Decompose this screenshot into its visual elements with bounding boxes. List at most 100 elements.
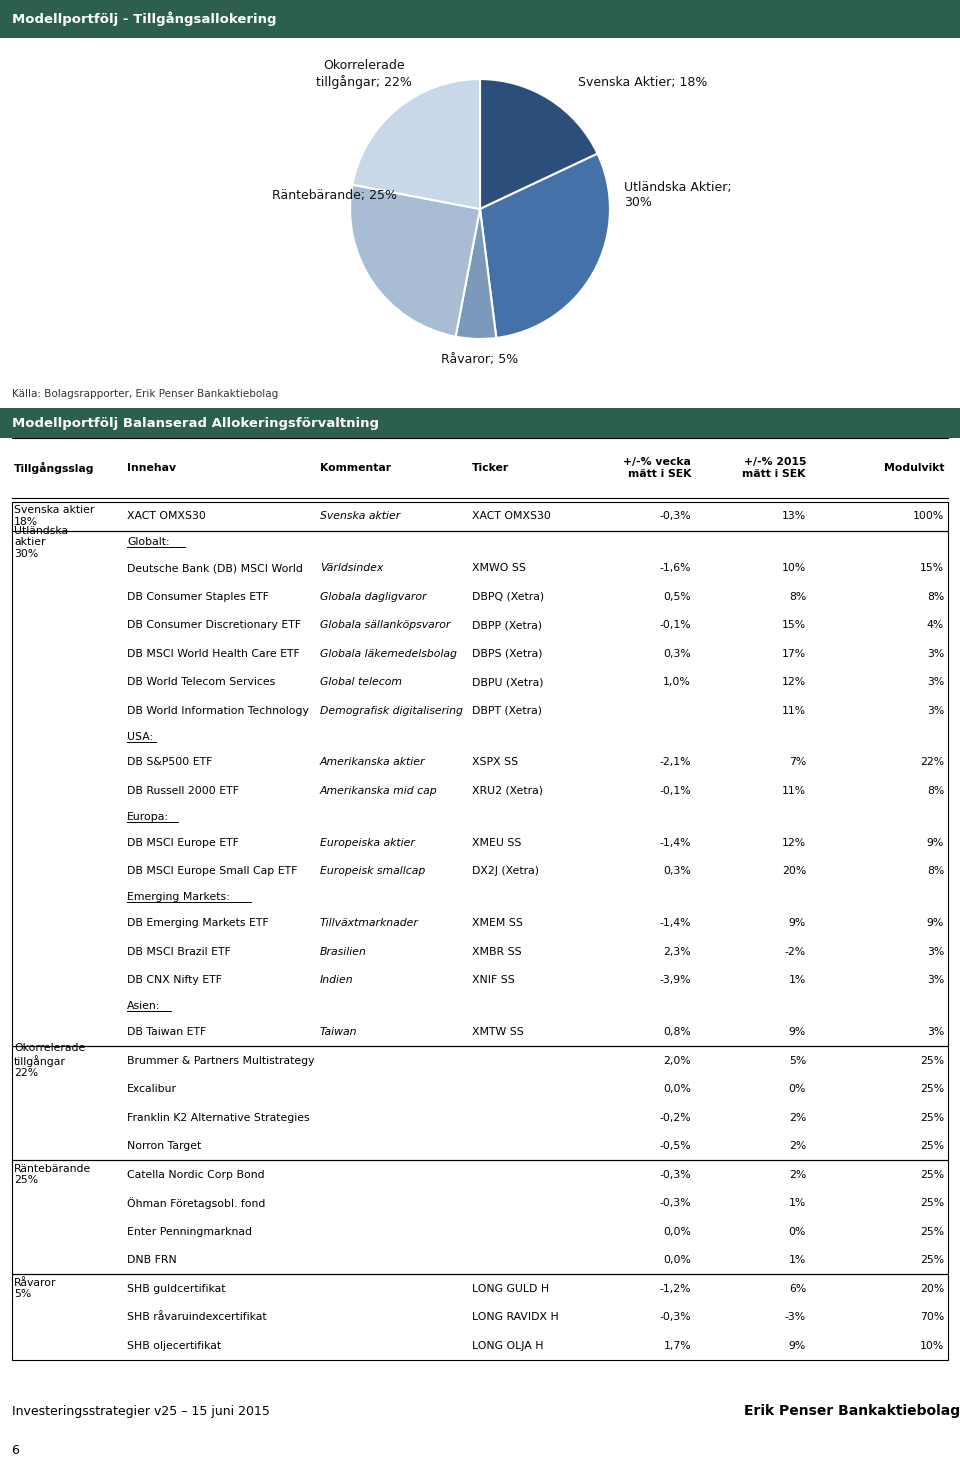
Text: 25%: 25%: [920, 1170, 944, 1180]
Text: XMBR SS: XMBR SS: [472, 947, 521, 957]
Text: XMTW SS: XMTW SS: [472, 1027, 524, 1037]
Text: -3,9%: -3,9%: [660, 975, 691, 985]
Text: DB Consumer Staples ETF: DB Consumer Staples ETF: [127, 592, 269, 601]
Text: Modellportfölj - Tillgångsallokering: Modellportfölj - Tillgångsallokering: [12, 12, 276, 27]
Text: -3%: -3%: [785, 1312, 806, 1323]
Text: 25%: 25%: [920, 1056, 944, 1065]
Text: 11%: 11%: [781, 706, 806, 716]
Text: Amerikanska mid cap: Amerikanska mid cap: [320, 787, 438, 795]
Text: Global telecom: Global telecom: [320, 678, 402, 686]
Text: -1,4%: -1,4%: [660, 838, 691, 848]
Text: 25%: 25%: [920, 1142, 944, 1150]
Text: Franklin K2 Alternative Strategies: Franklin K2 Alternative Strategies: [127, 1112, 310, 1122]
Wedge shape: [456, 209, 496, 339]
Text: 100%: 100%: [913, 511, 944, 521]
Bar: [12, 1274, 948, 1360]
Text: Investeringsstrategier v25 – 15 juni 2015: Investeringsstrategier v25 – 15 juni 201…: [12, 1405, 270, 1417]
Text: Demografisk digitalisering: Demografisk digitalisering: [320, 706, 463, 716]
Text: 2,3%: 2,3%: [663, 947, 691, 957]
Text: 0%: 0%: [788, 1227, 806, 1237]
Text: 3%: 3%: [926, 706, 944, 716]
Text: XMEU SS: XMEU SS: [472, 838, 521, 848]
Text: Svenska Aktier; 18%: Svenska Aktier; 18%: [579, 75, 708, 88]
Text: Tillväxtmarknader: Tillväxtmarknader: [320, 918, 419, 928]
Text: 8%: 8%: [926, 592, 944, 601]
Text: XACT OMXS30: XACT OMXS30: [472, 511, 551, 521]
Text: 0,8%: 0,8%: [663, 1027, 691, 1037]
Text: Utländska
aktier
30%: Utländska aktier 30%: [14, 526, 68, 558]
Bar: [12, 1046, 948, 1161]
Text: 3%: 3%: [926, 1027, 944, 1037]
Text: 25%: 25%: [920, 1084, 944, 1094]
Text: Innehav: Innehav: [127, 463, 176, 473]
Text: DB Taiwan ETF: DB Taiwan ETF: [127, 1027, 206, 1037]
Text: -0,1%: -0,1%: [660, 787, 691, 795]
Text: 15%: 15%: [920, 563, 944, 573]
Text: DB Consumer Discretionary ETF: DB Consumer Discretionary ETF: [127, 620, 301, 630]
Text: +/-% 2015
mätt i SEK: +/-% 2015 mätt i SEK: [742, 457, 806, 479]
Text: Räntebärande; 25%: Räntebärande; 25%: [272, 189, 397, 202]
Text: DB Emerging Markets ETF: DB Emerging Markets ETF: [127, 918, 269, 928]
Text: 12%: 12%: [781, 678, 806, 686]
Text: Globala dagligvaror: Globala dagligvaror: [320, 592, 426, 601]
Text: 9%: 9%: [789, 918, 806, 928]
Text: DB MSCI Europe ETF: DB MSCI Europe ETF: [127, 838, 239, 848]
Text: DBPT (Xetra): DBPT (Xetra): [472, 706, 542, 716]
Text: 8%: 8%: [789, 592, 806, 601]
Wedge shape: [480, 80, 597, 209]
Text: XNIF SS: XNIF SS: [472, 975, 515, 985]
Text: Excalibur: Excalibur: [127, 1084, 177, 1094]
Text: Svenska aktier: Svenska aktier: [320, 511, 400, 521]
Text: 1%: 1%: [789, 975, 806, 985]
Text: Brasilien: Brasilien: [320, 947, 367, 957]
Text: 8%: 8%: [926, 866, 944, 876]
Text: Europeisk smallcap: Europeisk smallcap: [320, 866, 425, 876]
Text: Råvaror
5%: Råvaror 5%: [14, 1277, 57, 1299]
Text: DBPU (Xetra): DBPU (Xetra): [472, 678, 543, 686]
Text: Modellportfölj Balanserad Allokeringsförvaltning: Modellportfölj Balanserad Allokeringsför…: [12, 417, 378, 430]
Text: XMWO SS: XMWO SS: [472, 563, 526, 573]
Text: SHB guldcertifikat: SHB guldcertifikat: [127, 1283, 226, 1293]
Text: -2,1%: -2,1%: [660, 757, 691, 767]
Text: Asien:: Asien:: [127, 1002, 160, 1010]
Text: DBPP (Xetra): DBPP (Xetra): [472, 620, 542, 630]
Text: LONG OLJA H: LONG OLJA H: [472, 1340, 543, 1351]
Text: 3%: 3%: [926, 648, 944, 658]
Text: DB Russell 2000 ETF: DB Russell 2000 ETF: [127, 787, 239, 795]
Text: DB CNX Nifty ETF: DB CNX Nifty ETF: [127, 975, 222, 985]
Text: -0,3%: -0,3%: [660, 1170, 691, 1180]
Text: Världsindex: Världsindex: [320, 563, 383, 573]
Text: XSPX SS: XSPX SS: [472, 757, 518, 767]
Text: SHB råvaruindexcertifikat: SHB råvaruindexcertifikat: [127, 1312, 267, 1323]
Text: XRU2 (Xetra): XRU2 (Xetra): [472, 787, 543, 795]
Text: 1%: 1%: [789, 1255, 806, 1265]
Text: 20%: 20%: [920, 1283, 944, 1293]
Text: 13%: 13%: [781, 511, 806, 521]
Text: 12%: 12%: [781, 838, 806, 848]
Text: 9%: 9%: [926, 918, 944, 928]
Wedge shape: [350, 184, 480, 337]
Text: 2%: 2%: [789, 1170, 806, 1180]
Text: 6%: 6%: [789, 1283, 806, 1293]
Text: 3%: 3%: [926, 975, 944, 985]
Text: 2,0%: 2,0%: [663, 1056, 691, 1065]
Text: 0,3%: 0,3%: [663, 648, 691, 658]
Text: XMEM SS: XMEM SS: [472, 918, 523, 928]
Text: Norron Target: Norron Target: [127, 1142, 202, 1150]
Wedge shape: [352, 80, 480, 209]
Text: Indien: Indien: [320, 975, 353, 985]
FancyBboxPatch shape: [0, 0, 960, 38]
Text: 9%: 9%: [789, 1340, 806, 1351]
Text: 9%: 9%: [926, 838, 944, 848]
Text: Kommentar: Kommentar: [320, 463, 391, 473]
Text: Råvaror; 5%: Råvaror; 5%: [442, 352, 518, 365]
Text: 15%: 15%: [781, 620, 806, 630]
Text: 3%: 3%: [926, 947, 944, 957]
Text: DB MSCI Brazil ETF: DB MSCI Brazil ETF: [127, 947, 230, 957]
Text: DBPQ (Xetra): DBPQ (Xetra): [472, 592, 544, 601]
Text: -1,4%: -1,4%: [660, 918, 691, 928]
Text: -0,3%: -0,3%: [660, 1312, 691, 1323]
Text: DX2J (Xetra): DX2J (Xetra): [472, 866, 539, 876]
Text: 11%: 11%: [781, 787, 806, 795]
Text: 0,0%: 0,0%: [663, 1084, 691, 1094]
